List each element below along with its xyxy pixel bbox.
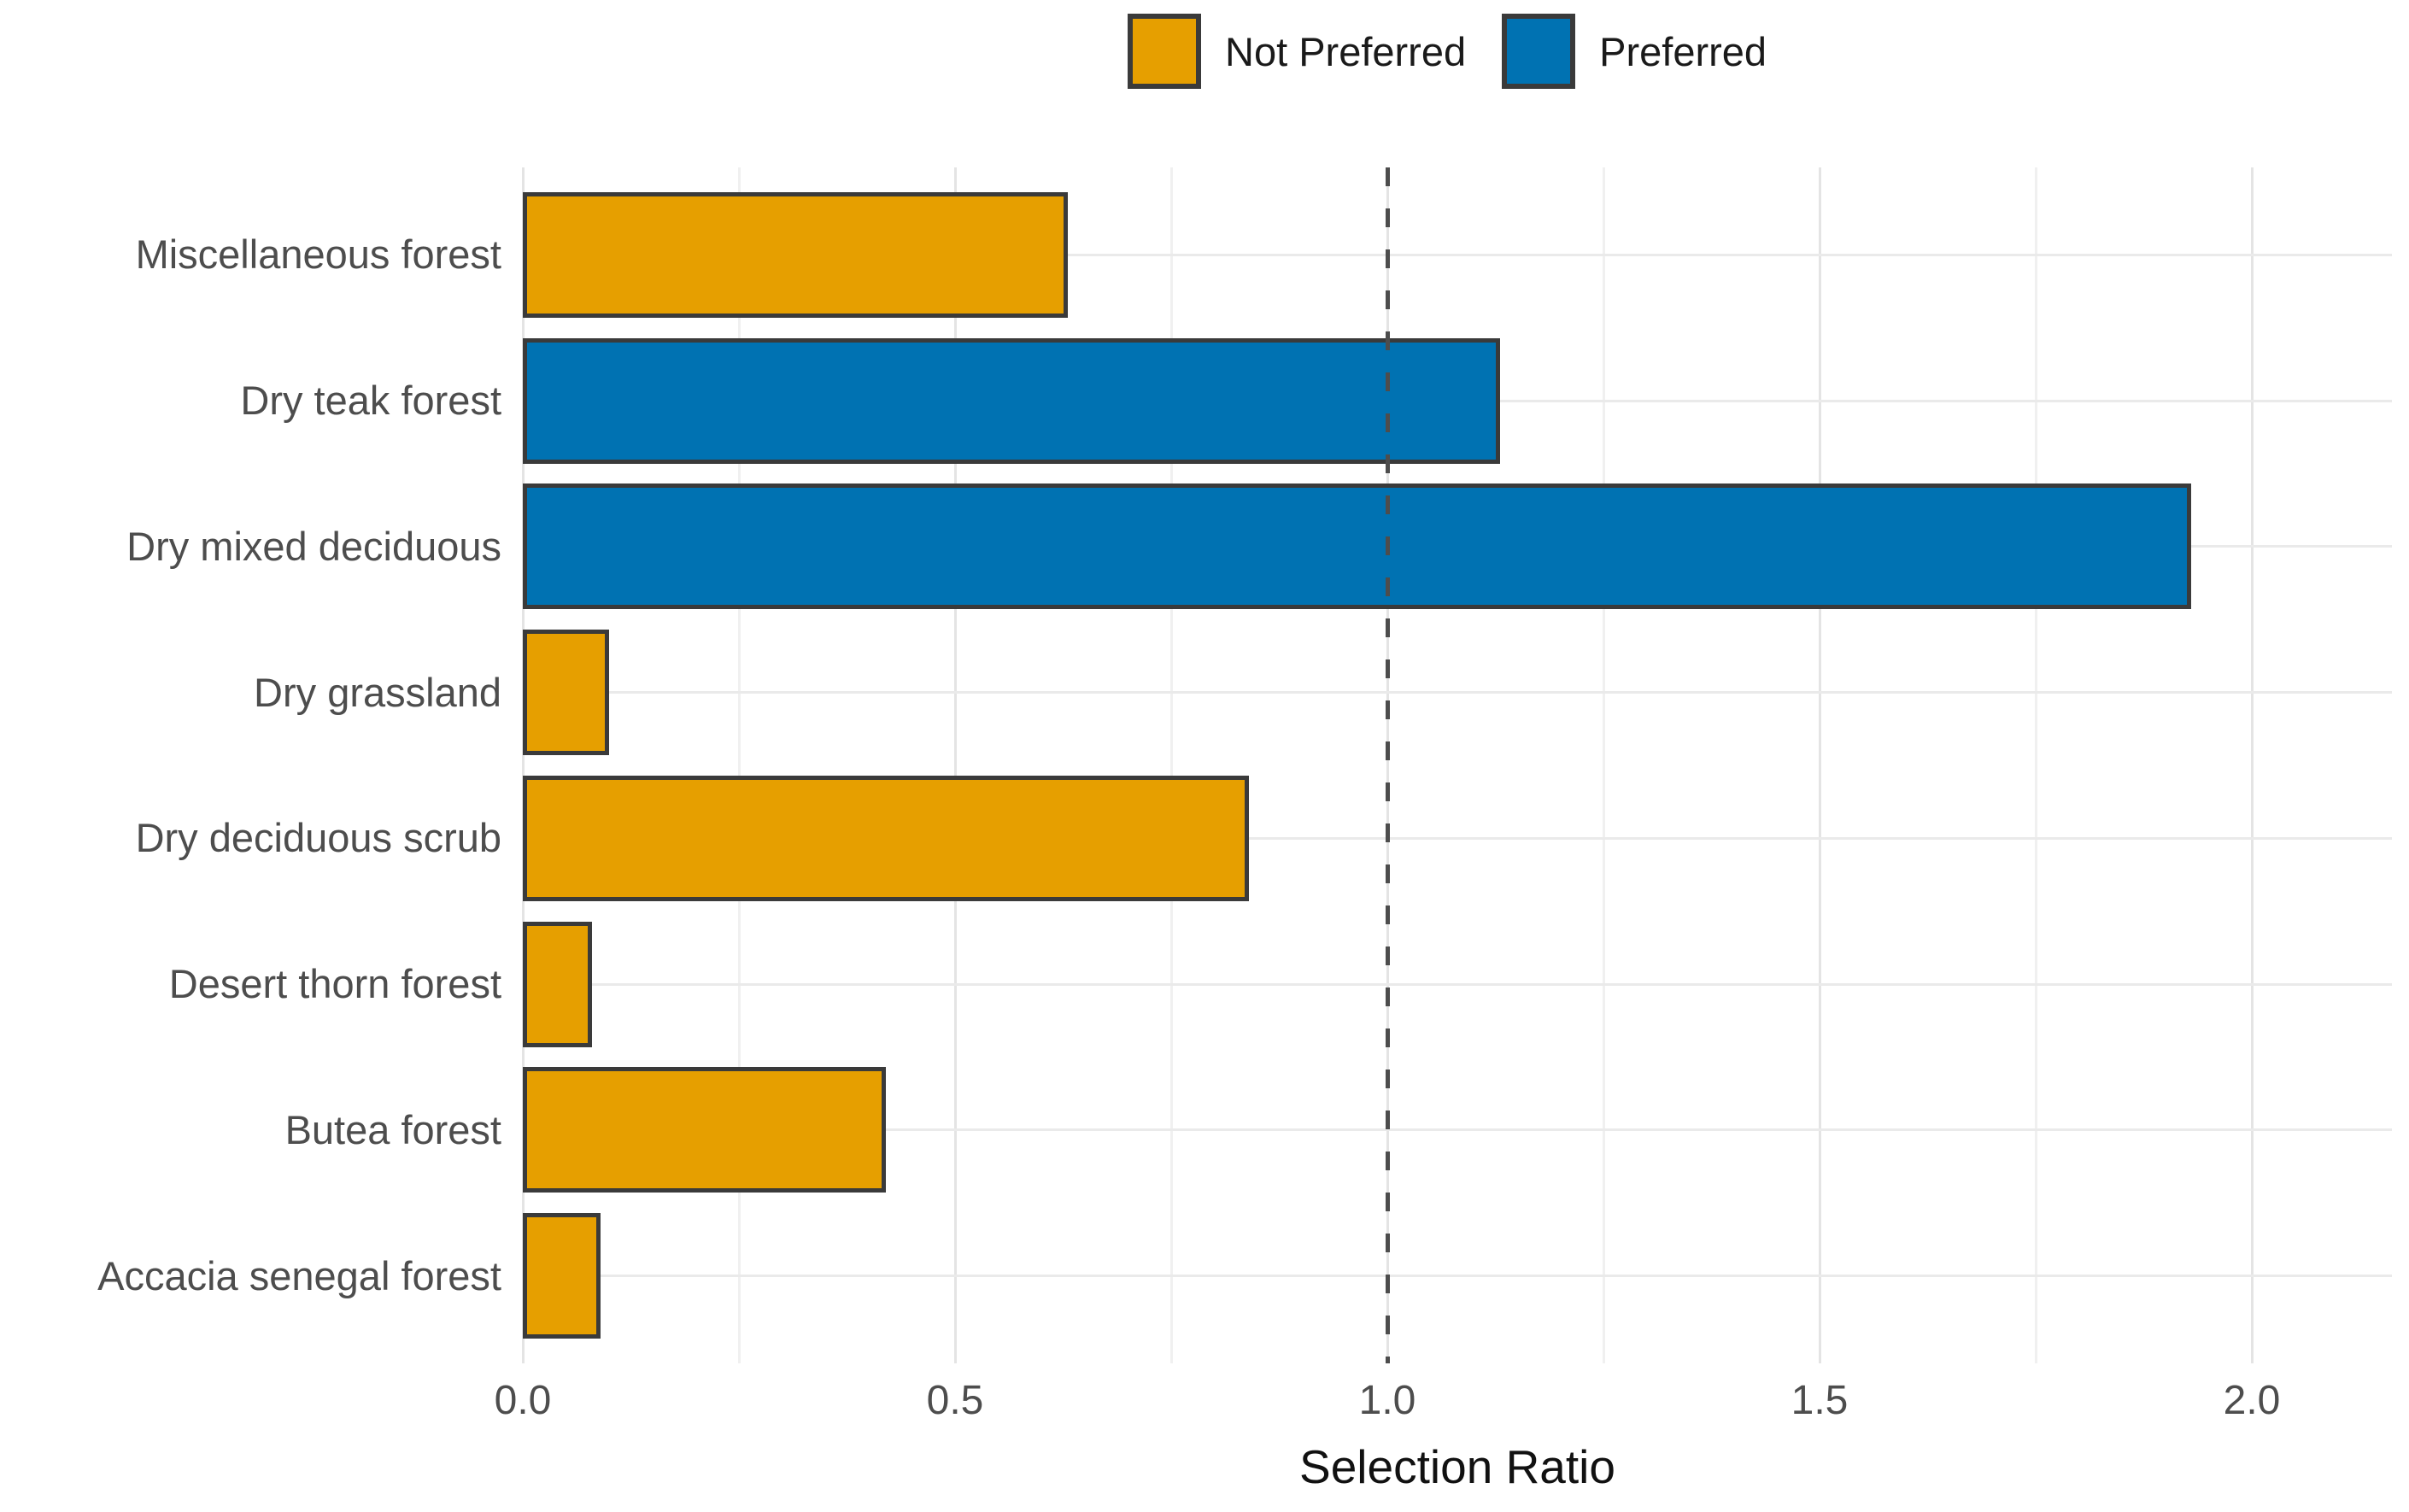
bar-dry-deciduous-scrub (523, 776, 1249, 901)
legend-key-not-preferred-swatch (1128, 14, 1201, 89)
x-gridline (953, 167, 957, 1363)
category-label-dry-deciduous-scrub: Dry deciduous scrub (135, 815, 501, 860)
x-tick-label-1-5: 1.5 (1791, 1378, 1849, 1423)
category-label-miscellaneous-forest: Miscellaneous forest (135, 231, 501, 277)
bar-dry-mixed-deciduous (523, 483, 2191, 609)
legend-label-preferred: Preferred (1599, 28, 1767, 74)
x-tick-label-2-0: 2.0 (2223, 1378, 2281, 1423)
bar-accacia-senegal-forest (523, 1213, 601, 1339)
category-axis: Miscellaneous forest Dry teak forest Dry m… (0, 167, 501, 1363)
bar-butea-forest (523, 1067, 886, 1193)
x-axis-tick-labels: 0.0 0.5 1.0 1.5 2.0 (495, 1377, 2392, 1428)
x-axis-title: Selection Ratio (1299, 1440, 1615, 1493)
x-gridline (2250, 167, 2254, 1363)
x-tick-label-1-0: 1.0 (1358, 1378, 1416, 1423)
x-gridline (737, 167, 741, 1363)
plot-panel (521, 167, 2392, 1363)
category-label-butea-forest: Butea forest (284, 1107, 501, 1152)
x-tick-label-0-0: 0.0 (494, 1378, 552, 1423)
x-tick-label-0-5: 0.5 (926, 1378, 984, 1423)
bar-dry-grassland (523, 630, 609, 755)
bar-miscellaneous-forest (523, 192, 1068, 318)
x-gridline (2034, 167, 2037, 1363)
y-gridline (523, 982, 2392, 986)
legend: Not Preferred Preferred (1128, 12, 1767, 91)
y-gridline (523, 836, 2392, 840)
legend-label-not-preferred: Not Preferred (1225, 28, 1467, 74)
category-label-accacia-senegal-forest: Accacia senegal forest (97, 1253, 501, 1298)
legend-item-preferred: Preferred (1502, 14, 1767, 89)
legend-item-not-preferred: Not Preferred (1128, 14, 1466, 89)
legend-key-preferred-swatch (1502, 14, 1576, 89)
bar-dry-teak-forest (523, 338, 1500, 464)
category-label-desert-thorn-forest: Desert thorn forest (168, 961, 501, 1006)
y-gridline (523, 1275, 2392, 1278)
x-gridline (1169, 167, 1173, 1363)
category-label-dry-grassland: Dry grassland (254, 670, 501, 715)
y-gridline (523, 1128, 2392, 1132)
x-gridline (1818, 167, 1821, 1363)
reference-line-1-0 (1385, 167, 1390, 1363)
x-gridline (521, 167, 525, 1363)
y-gridline (523, 691, 2392, 694)
category-label-dry-teak-forest: Dry teak forest (240, 378, 501, 423)
x-gridline (1602, 167, 1605, 1363)
category-label-dry-mixed-deciduous: Dry mixed deciduous (126, 524, 501, 569)
y-gridline (523, 253, 2392, 256)
bar-desert-thorn-forest (523, 922, 592, 1047)
